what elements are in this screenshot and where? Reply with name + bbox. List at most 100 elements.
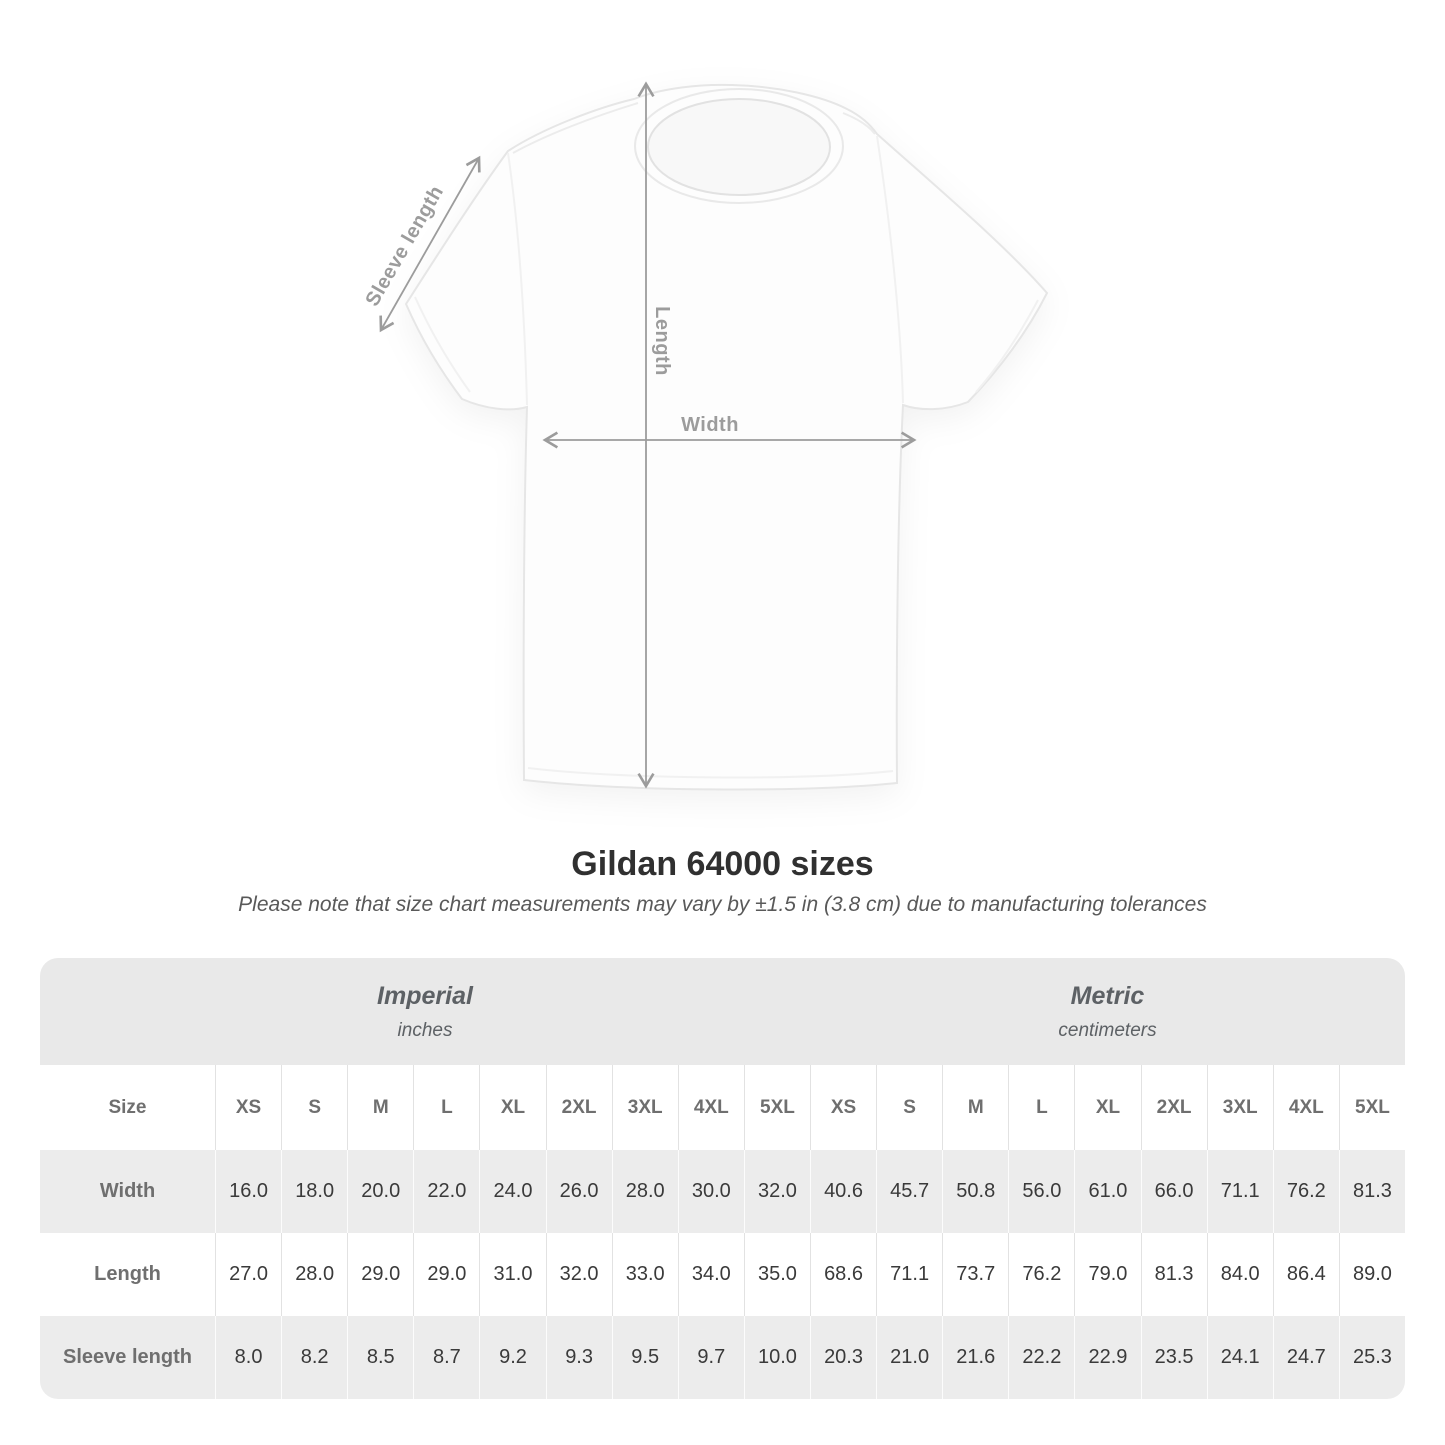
metric-group-label: Metric bbox=[1070, 981, 1145, 1010]
collar-opening bbox=[647, 98, 831, 196]
size-header-cell: L bbox=[413, 1065, 480, 1150]
metric-group-header: Metric centimeters bbox=[809, 958, 1405, 1065]
size-header-cell: 3XL bbox=[1206, 1065, 1273, 1150]
measurement-cell: 26.0 bbox=[545, 1150, 612, 1233]
measurement-cell: 21.0 bbox=[876, 1316, 943, 1399]
page-title: Gildan 64000 sizes bbox=[571, 845, 874, 883]
measurement-cell: 22.2 bbox=[1008, 1316, 1075, 1399]
measurement-cell: 61.0 bbox=[1074, 1150, 1141, 1233]
size-column-header: Size bbox=[40, 1065, 215, 1150]
size-table-grid: Imperial inches Metric centimeters Size … bbox=[40, 958, 1405, 1399]
measurement-cell: 86.4 bbox=[1272, 1233, 1339, 1316]
measurement-cell: 9.5 bbox=[611, 1316, 678, 1399]
measurement-cell: 89.0 bbox=[1338, 1233, 1405, 1316]
measurement-cell: 34.0 bbox=[677, 1233, 744, 1316]
measurement-cell: 71.1 bbox=[876, 1233, 943, 1316]
size-table-body: Width 16.0 18.0 20.0 22.0 24.0 26.0 28.0 30.0 32.… bbox=[40, 1150, 1405, 1399]
size-header-cell: 2XL bbox=[1140, 1065, 1207, 1150]
measurement-row: Sleeve length 8.0 8.2 8.5 8.7 9.2 9.3 9.5 9.7 10.… bbox=[40, 1316, 1405, 1399]
measurement-cell: 22.0 bbox=[413, 1150, 480, 1233]
measurement-cell: 24.1 bbox=[1206, 1316, 1273, 1399]
measurement-cell: 32.0 bbox=[545, 1233, 612, 1316]
measurement-cell: 18.0 bbox=[281, 1150, 348, 1233]
measurement-cell: 16.0 bbox=[215, 1150, 282, 1233]
row-label: Sleeve length bbox=[40, 1316, 215, 1399]
collar-rib bbox=[634, 88, 844, 204]
measurement-cell: 9.7 bbox=[677, 1316, 744, 1399]
measurement-cell: 81.3 bbox=[1338, 1150, 1405, 1233]
measurement-cell: 71.1 bbox=[1206, 1150, 1273, 1233]
measurement-cell: 29.0 bbox=[347, 1233, 414, 1316]
measurement-cell: 9.3 bbox=[545, 1316, 612, 1399]
measurement-cell: 84.0 bbox=[1206, 1233, 1273, 1316]
size-header-cell: XS bbox=[809, 1065, 877, 1150]
size-header-cell: 2XL bbox=[545, 1065, 612, 1150]
measurement-cell: 20.3 bbox=[809, 1316, 877, 1399]
measurement-cell: 8.0 bbox=[215, 1316, 282, 1399]
left-armhole-seam bbox=[507, 152, 528, 406]
measurement-cell: 45.7 bbox=[876, 1150, 943, 1233]
measurement-cell: 24.7 bbox=[1272, 1316, 1339, 1399]
right-armhole-seam bbox=[876, 135, 904, 404]
right-cuff-seam bbox=[975, 299, 1039, 393]
measurement-cell: 22.9 bbox=[1074, 1316, 1141, 1399]
measurement-cell: 28.0 bbox=[611, 1150, 678, 1233]
measurement-cell: 28.0 bbox=[281, 1233, 348, 1316]
size-header-cell: 5XL bbox=[743, 1065, 810, 1150]
size-header-cell: XS bbox=[215, 1065, 282, 1150]
measurement-cell: 81.3 bbox=[1140, 1233, 1207, 1316]
imperial-group-label: Imperial bbox=[377, 981, 473, 1010]
size-header-cell: XL bbox=[479, 1065, 546, 1150]
measurement-cell: 8.2 bbox=[281, 1316, 348, 1399]
row-label: Width bbox=[40, 1150, 215, 1233]
measurement-cell: 79.0 bbox=[1074, 1233, 1141, 1316]
size-header-cell: M bbox=[942, 1065, 1009, 1150]
measurement-row: Width 16.0 18.0 20.0 22.0 24.0 26.0 28.0 30.0 32.… bbox=[40, 1150, 1405, 1233]
measurement-cell: 68.6 bbox=[809, 1233, 877, 1316]
measurement-cell: 25.3 bbox=[1338, 1316, 1405, 1399]
unit-group-header-row: Imperial inches Metric centimeters bbox=[40, 958, 1405, 1065]
measurement-row: Length 27.0 28.0 29.0 29.0 31.0 32.0 33.0 34.0 35… bbox=[40, 1233, 1405, 1316]
tolerance-note: Please note that size chart measurements… bbox=[238, 893, 1207, 916]
measurement-cell: 35.0 bbox=[743, 1233, 810, 1316]
measurement-cell: 66.0 bbox=[1140, 1150, 1207, 1233]
size-header-cell: 4XL bbox=[677, 1065, 744, 1150]
measurement-cell: 29.0 bbox=[413, 1233, 480, 1316]
measurement-cell: 33.0 bbox=[611, 1233, 678, 1316]
left-shoulder-seam bbox=[512, 102, 639, 154]
measurement-cell: 23.5 bbox=[1140, 1316, 1207, 1399]
width-label: Width bbox=[681, 414, 739, 436]
measurement-cell: 76.2 bbox=[1272, 1150, 1339, 1233]
size-header-cell: 4XL bbox=[1272, 1065, 1339, 1150]
size-header-cell: S bbox=[876, 1065, 943, 1150]
measurement-cell: 30.0 bbox=[677, 1150, 744, 1233]
measurement-cell: 73.7 bbox=[942, 1233, 1009, 1316]
size-table: Imperial inches Metric centimeters Size … bbox=[40, 958, 1405, 1399]
measurement-cell: 8.7 bbox=[413, 1316, 480, 1399]
length-label: Length bbox=[651, 306, 673, 376]
size-header-cell: 3XL bbox=[611, 1065, 678, 1150]
hem-seam bbox=[527, 767, 894, 779]
measurement-cell: 24.0 bbox=[479, 1150, 546, 1233]
measurement-cell: 20.0 bbox=[347, 1150, 414, 1233]
metric-group-unit: centimeters bbox=[1058, 1019, 1157, 1041]
size-header-cell: L bbox=[1008, 1065, 1075, 1150]
measurement-cell: 40.6 bbox=[809, 1150, 877, 1233]
measurement-cell: 76.2 bbox=[1008, 1233, 1075, 1316]
measurement-cell: 27.0 bbox=[215, 1233, 282, 1316]
measurement-cell: 32.0 bbox=[743, 1150, 810, 1233]
measurement-cell: 21.6 bbox=[942, 1316, 1009, 1399]
measurement-cell: 31.0 bbox=[479, 1233, 546, 1316]
size-header-cell: M bbox=[347, 1065, 414, 1150]
row-label: Length bbox=[40, 1233, 215, 1316]
imperial-group-unit: inches bbox=[397, 1019, 453, 1041]
tshirt-measurement-diagram: Sleeve length Length Width bbox=[361, 81, 1049, 791]
measurement-cell: 56.0 bbox=[1008, 1150, 1075, 1233]
measurement-cell: 10.0 bbox=[743, 1316, 810, 1399]
sleeve-length-arrow bbox=[379, 155, 481, 333]
measurement-cell: 8.5 bbox=[347, 1316, 414, 1399]
size-header-cell: 5XL bbox=[1338, 1065, 1405, 1150]
sizes-header-row: Size XS S M L XL 2XL 3XL 4XL 5XL XS S M L XL 2XL 3XL 4XL… bbox=[40, 1065, 1405, 1150]
right-shoulder-seam bbox=[842, 112, 876, 135]
